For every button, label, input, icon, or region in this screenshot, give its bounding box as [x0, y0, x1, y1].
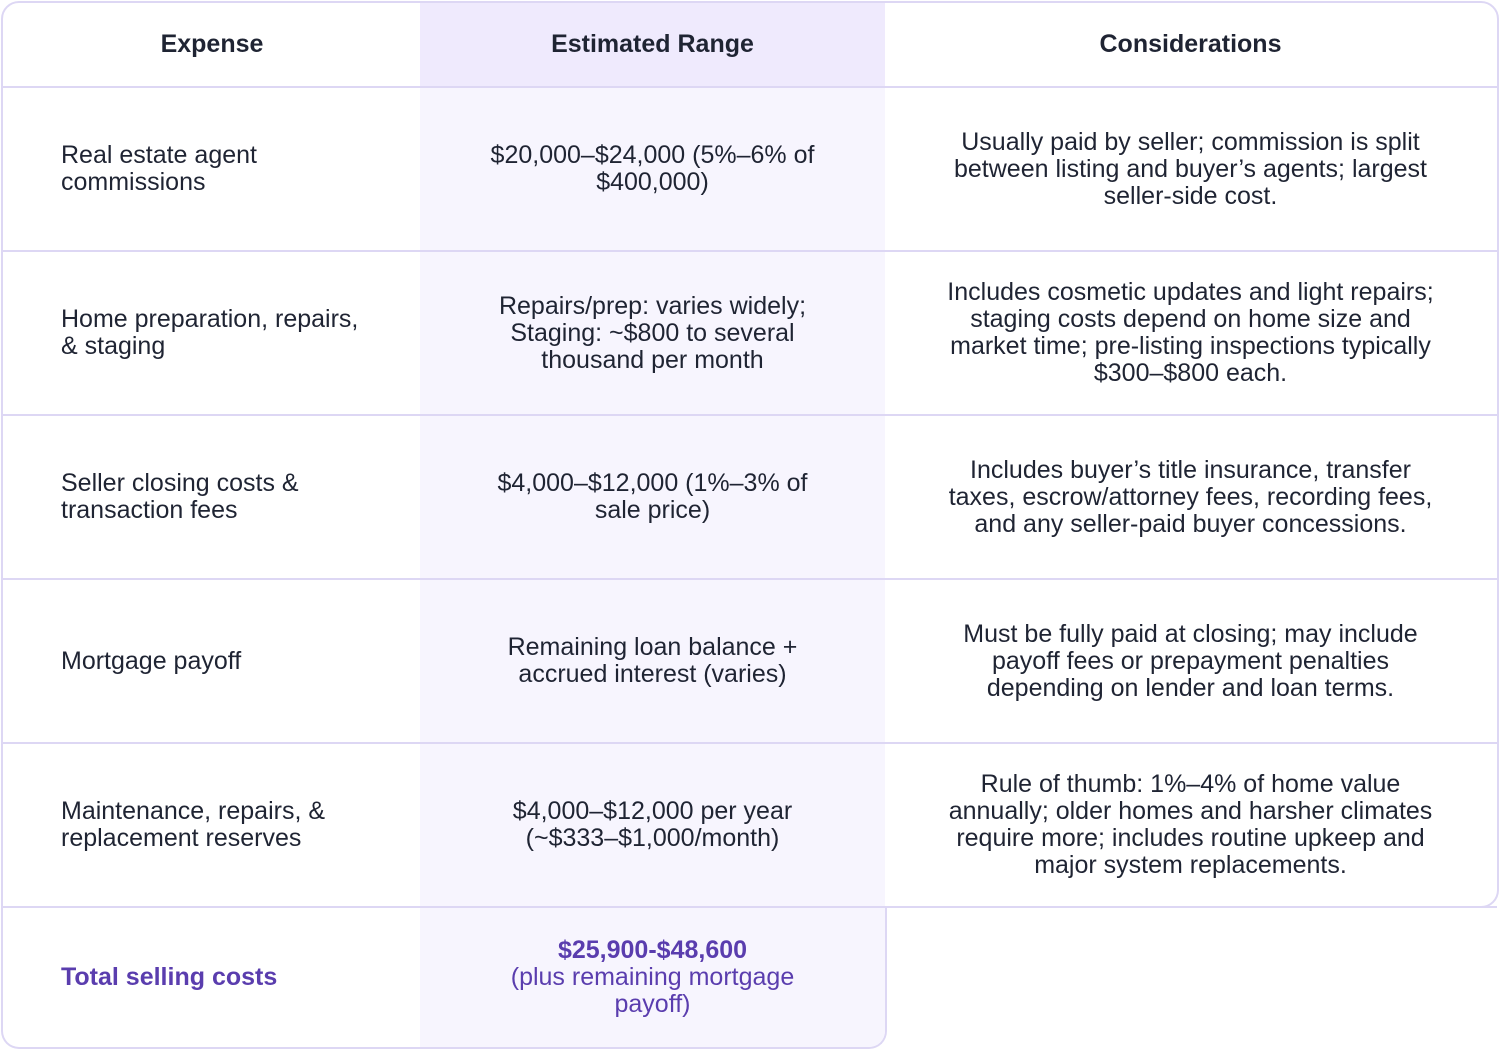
total-amount: $25,900-$48,600: [557, 936, 748, 964]
total-value-cell: $25,900-$48,600 (plus remaining mortgage …: [420, 908, 885, 1047]
row-divider: [3, 86, 1497, 88]
total-frame: [1, 906, 887, 1049]
cell-text: $20,000–$24,000 (5%–6% of $400,000): [490, 141, 815, 196]
body-cell: Repairs/prep: varies widely; Staging: ~$…: [420, 252, 885, 414]
total-note: (plus remaining mortgage payoff): [510, 963, 795, 1018]
cell-text: Repairs/prep: varies widely; Staging: ~$…: [498, 291, 807, 374]
row-divider: [3, 250, 1497, 252]
cell-text: Includes cosmetic updates and light repa…: [947, 278, 1434, 387]
body-cell: $20,000–$24,000 (5%–6% of $400,000): [420, 88, 885, 250]
total-label: Total selling costs: [61, 963, 278, 991]
cell-text: Remaining loan balance + accrued interes…: [507, 633, 798, 688]
cell-text: Maintenance, repairs, & replacement rese…: [61, 797, 326, 852]
body-cell: Mortgage payoff: [4, 580, 420, 742]
header-cell: Expense: [4, 3, 420, 86]
cell-text: Includes buyer’s title insurance, transf…: [948, 455, 1433, 538]
header-cell: Estimated Range: [420, 3, 885, 86]
header-cell: Considerations: [885, 3, 1496, 86]
cell-text: Rule of thumb: 1%–4% of home value annua…: [948, 770, 1433, 879]
body-cell: Includes buyer’s title insurance, transf…: [885, 416, 1496, 578]
cell-text: Mortgage payoff: [61, 646, 242, 675]
cell-text: Seller closing costs & transaction fees: [61, 469, 299, 524]
body-cell: Includes cosmetic updates and light repa…: [885, 252, 1496, 414]
header-text: Considerations: [1099, 30, 1282, 58]
cell-text: $4,000–$12,000 (1%–3% of sale price): [497, 469, 808, 524]
cell-text: Home preparation, repairs, & staging: [61, 305, 359, 360]
body-cell: Must be fully paid at closing; may inclu…: [885, 580, 1496, 742]
body-cell: Real estate agent commissions: [4, 88, 420, 250]
body-cell: Usually paid by seller; commission is sp…: [885, 88, 1496, 250]
body-cell: $4,000–$12,000 per year (~$333–$1,000/mo…: [420, 744, 885, 906]
row-divider: [3, 414, 1497, 416]
body-cell: Maintenance, repairs, & replacement rese…: [4, 744, 420, 906]
cell-text: Real estate agent commissions: [61, 141, 257, 196]
row-divider: [3, 906, 1497, 908]
body-cell: $4,000–$12,000 (1%–3% of sale price): [420, 416, 885, 578]
header-text: Estimated Range: [551, 30, 754, 58]
cell-text: Must be fully paid at closing; may inclu…: [963, 619, 1418, 702]
body-cell: Rule of thumb: 1%–4% of home value annua…: [885, 744, 1496, 906]
total-label-cell: Total selling costs: [4, 908, 420, 1047]
body-cell: Home preparation, repairs, & staging: [4, 252, 420, 414]
cell-text: Usually paid by seller; commission is sp…: [954, 127, 1427, 210]
header-text: Expense: [160, 30, 264, 58]
body-cell: Remaining loan balance + accrued interes…: [420, 580, 885, 742]
row-divider: [3, 578, 1497, 580]
row-divider: [3, 742, 1497, 744]
body-cell: Seller closing costs & transaction fees: [4, 416, 420, 578]
cell-text: $4,000–$12,000 per year (~$333–$1,000/mo…: [512, 797, 793, 852]
